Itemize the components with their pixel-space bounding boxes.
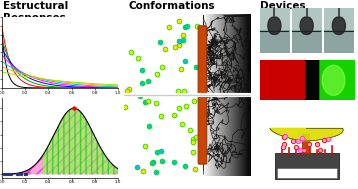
FancyBboxPatch shape (302, 134, 310, 154)
FancyBboxPatch shape (277, 168, 337, 178)
Polygon shape (322, 65, 345, 95)
Polygon shape (300, 17, 313, 34)
Polygon shape (268, 17, 281, 34)
Text: Conformations: Conformations (128, 1, 215, 11)
Text: Devices: Devices (260, 1, 305, 11)
Text: Estructural
Responses: Estructural Responses (3, 1, 68, 23)
Polygon shape (332, 17, 345, 34)
FancyBboxPatch shape (275, 153, 339, 179)
FancyBboxPatch shape (198, 26, 207, 164)
Polygon shape (270, 128, 343, 141)
